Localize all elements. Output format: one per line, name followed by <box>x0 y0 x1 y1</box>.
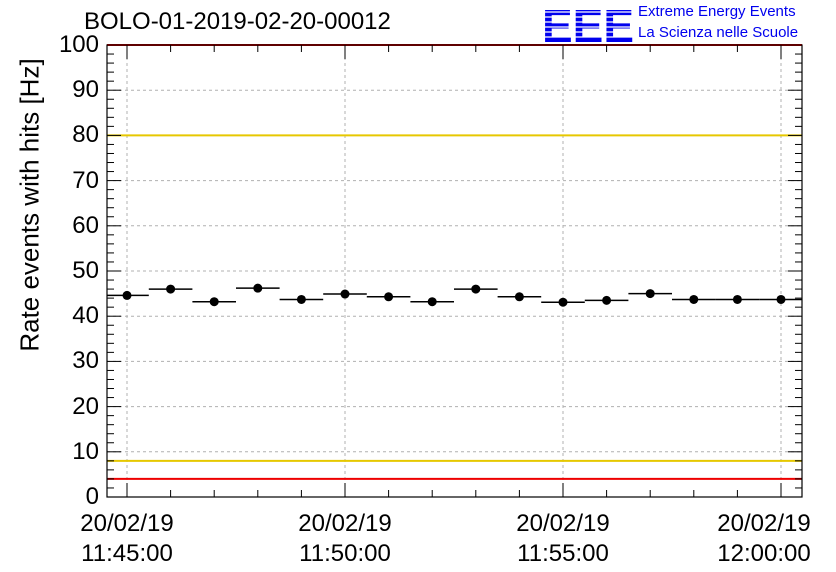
data-point <box>340 289 350 299</box>
reference-lines <box>107 44 802 480</box>
y-tick-label: 90 <box>72 76 99 104</box>
data-point <box>732 294 742 304</box>
data-point <box>296 294 306 304</box>
x-tick-label: 20/02/19 12:00:00 <box>717 510 811 567</box>
chart-title: BOLO-01-2019-02-20-00012 <box>84 8 391 35</box>
data-point <box>776 294 786 304</box>
eee-logo: EEE <box>542 2 636 46</box>
x-tick-label: 20/02/19 11:55:00 <box>516 510 610 567</box>
y-tick-label: 0 <box>85 483 99 510</box>
y-tick-label: 50 <box>72 257 99 284</box>
x-tick-label: 20/02/19 11:50:00 <box>298 510 392 567</box>
y-tick-label: 20 <box>72 392 99 420</box>
x-tick-label: 20/02/19 11:45:00 <box>80 510 174 567</box>
plot-frame <box>106 44 803 498</box>
data-point <box>689 294 699 304</box>
y-tick-label: 80 <box>72 121 99 149</box>
data-point <box>166 284 176 294</box>
data-point <box>384 292 394 302</box>
data-point <box>471 284 481 294</box>
data-point <box>122 290 132 300</box>
data-point <box>514 292 524 302</box>
data-series <box>107 283 802 307</box>
logo-mark: EEE <box>542 2 634 46</box>
y-tick-label: 40 <box>72 302 99 330</box>
y-tick-label: 60 <box>72 211 99 239</box>
logo-line-2: La Scienza nelle Scuole <box>638 24 799 41</box>
data-point <box>645 289 655 299</box>
y-tick-label: 70 <box>72 166 99 194</box>
y-tick-label: 30 <box>72 347 99 375</box>
data-point <box>602 295 612 305</box>
data-point <box>253 283 263 293</box>
grid-lines <box>107 44 802 498</box>
data-point <box>427 297 437 307</box>
data-point <box>209 297 219 307</box>
data-point <box>558 297 568 307</box>
logo-line-1: Extreme Energy Events <box>638 3 796 20</box>
y-tick-label: 10 <box>72 437 99 465</box>
y-tick-label: 100 <box>58 31 99 58</box>
